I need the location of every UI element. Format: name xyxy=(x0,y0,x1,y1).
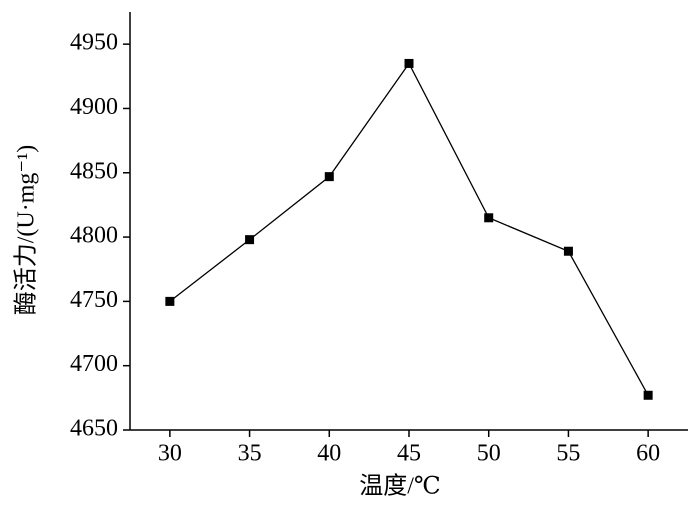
y-tick-label: 4900 xyxy=(70,94,118,120)
x-axis-label: 温度/℃ xyxy=(359,473,441,500)
marker xyxy=(484,213,494,223)
x-tick-label: 45 xyxy=(397,441,421,467)
marker xyxy=(643,390,653,400)
y-tick-label: 4800 xyxy=(70,223,118,249)
marker xyxy=(563,246,573,256)
x-tick-label: 30 xyxy=(158,441,182,467)
y-tick-label: 4850 xyxy=(70,158,118,184)
x-tick-label: 50 xyxy=(477,441,501,467)
y-axis-label: 酶活力/(U·mg⁻¹) xyxy=(13,145,40,316)
y-tick-label: 4950 xyxy=(70,30,118,56)
x-tick-label: 55 xyxy=(556,441,580,467)
x-tick-label: 35 xyxy=(238,441,262,467)
marker xyxy=(324,172,334,182)
y-tick-label: 4750 xyxy=(70,287,118,313)
line xyxy=(169,62,649,396)
marker xyxy=(165,296,175,306)
marker xyxy=(245,235,255,245)
x-tick-label: 60 xyxy=(636,441,660,467)
y-tick-label: 4700 xyxy=(70,351,118,377)
marker xyxy=(404,58,414,68)
y-tick-label: 4650 xyxy=(70,416,118,442)
x-tick-label: 40 xyxy=(317,441,341,467)
